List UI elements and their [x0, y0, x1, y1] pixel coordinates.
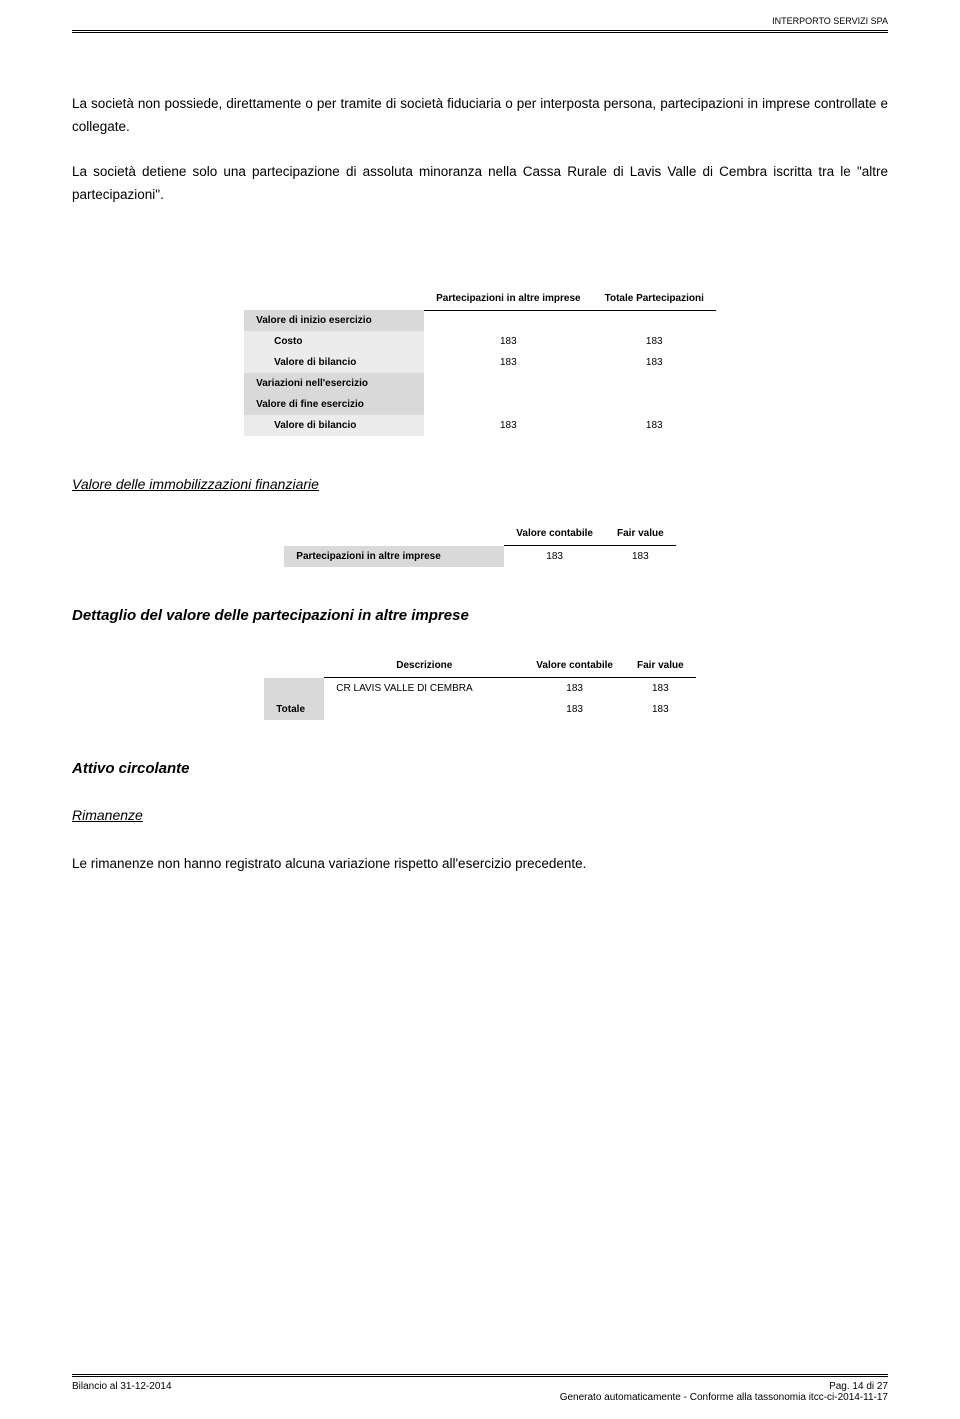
header-company: INTERPORTO SERVIZI SPA	[772, 16, 888, 26]
paragraph-1: La società non possiede, direttamente o …	[72, 93, 888, 139]
footer-divider	[72, 1374, 888, 1377]
table-row: Variazioni nell'esercizio	[244, 373, 716, 394]
table3-col2-header: Valore contabile	[524, 654, 625, 678]
cell: 183	[593, 415, 716, 436]
paragraph-3: Le rimanenze non hanno registrato alcuna…	[72, 853, 888, 876]
paragraph-2: La società detiene solo una partecipazio…	[72, 161, 888, 207]
cell: 183	[424, 352, 593, 373]
cell: 183	[524, 699, 625, 720]
table3-col1-header: Descrizione	[324, 654, 524, 678]
cell	[593, 310, 716, 331]
cell: 183	[504, 546, 605, 568]
cell: 183	[605, 546, 676, 568]
cell: 183	[593, 331, 716, 352]
row-label: Variazioni nell'esercizio	[244, 373, 424, 394]
table-valore-contabile: Valore contabile Fair value Partecipazio…	[284, 522, 675, 567]
cell: 183	[424, 331, 593, 352]
cell: 183	[424, 415, 593, 436]
cell	[424, 394, 593, 415]
cell	[593, 394, 716, 415]
cell: 183	[625, 678, 696, 700]
table-row: Valore di bilancio 183 183	[244, 415, 716, 436]
table-row: Valore di inizio esercizio	[244, 310, 716, 331]
cell: 183	[593, 352, 716, 373]
cell: CR LAVIS VALLE DI CEMBRA	[324, 678, 524, 700]
table-row: CR LAVIS VALLE DI CEMBRA 183 183	[264, 678, 695, 700]
row-label: Costo	[244, 331, 424, 352]
table-row: Costo 183 183	[244, 331, 716, 352]
cell	[424, 373, 593, 394]
table-partecipazioni: Partecipazioni in altre imprese Totale P…	[244, 287, 716, 437]
row-label: Partecipazioni in altre imprese	[284, 546, 504, 568]
table1-col2-header: Totale Partecipazioni	[593, 287, 716, 311]
cell: 183	[625, 699, 696, 720]
cell: 183	[524, 678, 625, 700]
top-divider	[72, 30, 888, 33]
row-label: Valore di fine esercizio	[244, 394, 424, 415]
table-row: Valore di bilancio 183 183	[244, 352, 716, 373]
footer: Bilancio al 31-12-2014 Pag. 14 di 27 Gen…	[72, 1374, 888, 1403]
table2-col2-header: Fair value	[605, 522, 676, 546]
heading-rimanenze: Rimanenze	[72, 807, 888, 823]
row-label: Valore di bilancio	[244, 352, 424, 373]
table-dettaglio: Descrizione Valore contabile Fair value …	[264, 654, 695, 720]
table-row: Totale 183 183	[264, 699, 695, 720]
heading-valore-immob: Valore delle immobilizzazioni finanziari…	[72, 476, 888, 492]
cell	[593, 373, 716, 394]
table3-col3-header: Fair value	[625, 654, 696, 678]
table2-col1-header: Valore contabile	[504, 522, 605, 546]
table-row: Partecipazioni in altre imprese 183 183	[284, 546, 675, 568]
cell	[424, 310, 593, 331]
heading-attivo: Attivo circolante	[72, 760, 888, 777]
row-label: Totale	[264, 699, 324, 720]
table-row: Valore di fine esercizio	[244, 394, 716, 415]
table1-col1-header: Partecipazioni in altre imprese	[424, 287, 593, 311]
footer-generated: Generato automaticamente - Conforme alla…	[560, 1392, 888, 1403]
heading-dettaglio: Dettaglio del valore delle partecipazion…	[72, 607, 888, 624]
footer-left: Bilancio al 31-12-2014	[72, 1381, 172, 1392]
footer-page: Pag. 14 di 27	[829, 1381, 888, 1392]
row-label: Valore di inizio esercizio	[244, 310, 424, 331]
row-label: Valore di bilancio	[244, 415, 424, 436]
